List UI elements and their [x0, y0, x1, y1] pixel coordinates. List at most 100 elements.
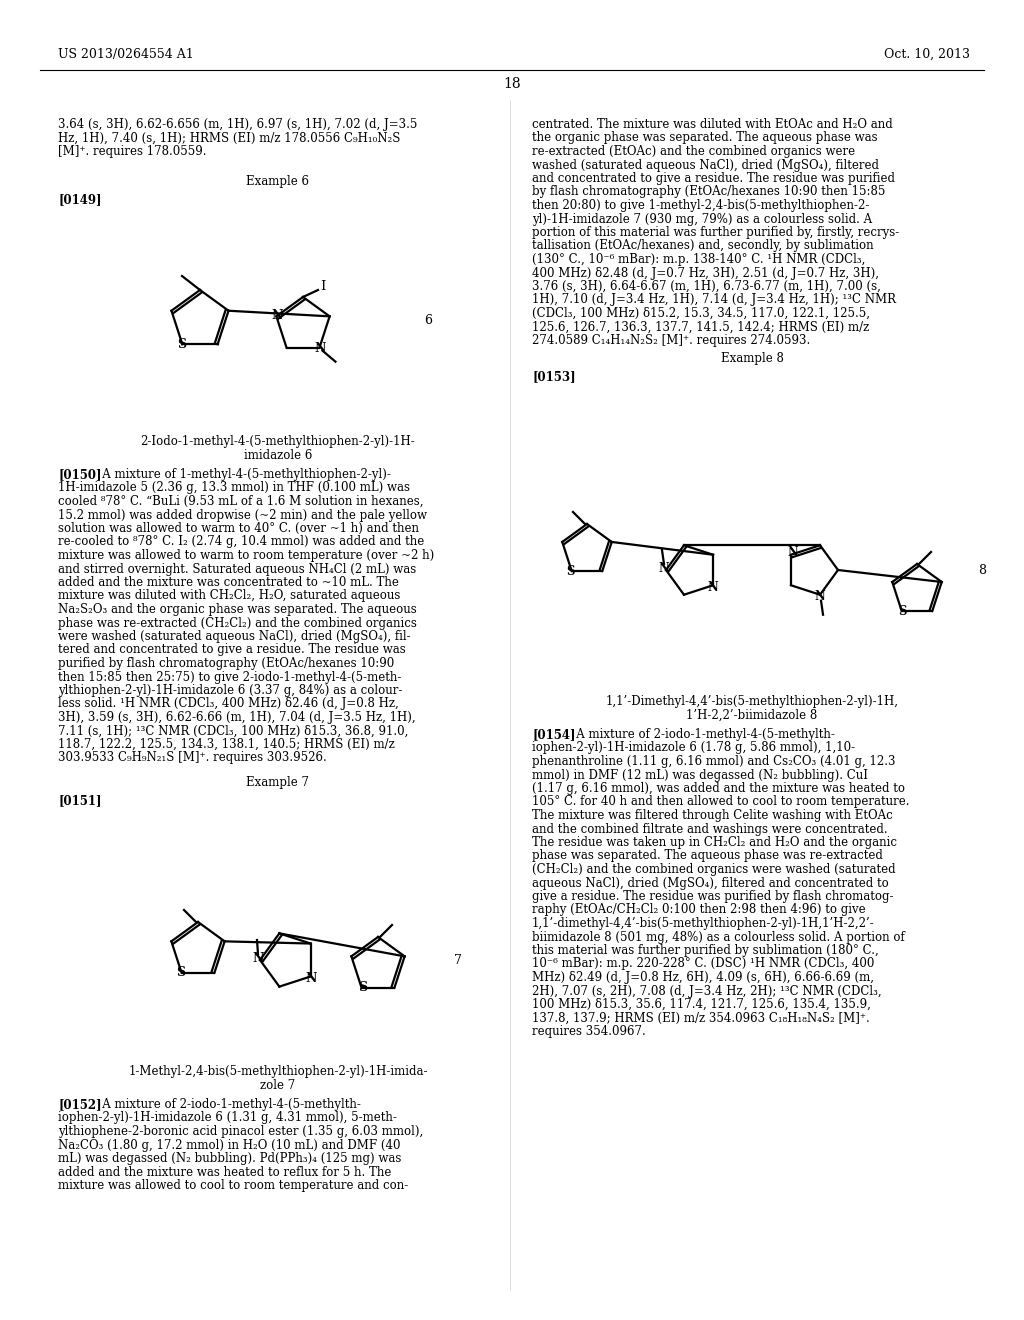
Text: [0151]: [0151] — [58, 795, 101, 807]
Text: added and the mixture was heated to reflux for 5 h. The: added and the mixture was heated to refl… — [58, 1166, 391, 1179]
Text: 137.8, 137.9; HRMS (EI) m/z 354.0963 C₁₈H₁₈N₄S₂ [M]⁺.: 137.8, 137.9; HRMS (EI) m/z 354.0963 C₁₈… — [532, 1011, 869, 1024]
Text: 6: 6 — [424, 314, 432, 326]
Text: N: N — [708, 581, 719, 594]
Text: Example 6: Example 6 — [247, 176, 309, 187]
Text: N: N — [658, 561, 670, 574]
Text: and concentrated to give a residue. The residue was purified: and concentrated to give a residue. The … — [532, 172, 895, 185]
Text: MHz) δ2.49 (d, J=0.8 Hz, 6H), 4.09 (s, 6H), 6.66-6.69 (m,: MHz) δ2.49 (d, J=0.8 Hz, 6H), 4.09 (s, 6… — [532, 972, 874, 983]
Text: the organic phase was separated. The aqueous phase was: the organic phase was separated. The aqu… — [532, 132, 878, 144]
Text: 1H-imidazole 5 (2.36 g, 13.3 mmol) in THF (0.100 mL) was: 1H-imidazole 5 (2.36 g, 13.3 mmol) in TH… — [58, 482, 410, 495]
Text: requires 354.0967.: requires 354.0967. — [532, 1026, 646, 1038]
Text: [0150]: [0150] — [58, 469, 101, 480]
Text: N: N — [252, 952, 264, 965]
Text: mixture was allowed to warm to room temperature (over ~2 h): mixture was allowed to warm to room temp… — [58, 549, 434, 562]
Text: US 2013/0264554 A1: US 2013/0264554 A1 — [58, 48, 194, 61]
Text: 7.11 (s, 1H); ¹³C NMR (CDCl₃, 100 MHz) δ15.3, 36.8, 91.0,: 7.11 (s, 1H); ¹³C NMR (CDCl₃, 100 MHz) δ… — [58, 725, 409, 738]
Text: 18: 18 — [503, 77, 521, 91]
Text: 400 MHz) δ2.48 (d, J=0.7 Hz, 3H), 2.51 (d, J=0.7 Hz, 3H),: 400 MHz) δ2.48 (d, J=0.7 Hz, 3H), 2.51 (… — [532, 267, 879, 280]
Text: raphy (EtOAc/CH₂Cl₂ 0:100 then 2:98 then 4:96) to give: raphy (EtOAc/CH₂Cl₂ 0:100 then 2:98 then… — [532, 903, 865, 916]
Text: The mixture was filtered through Celite washing with EtOAc: The mixture was filtered through Celite … — [532, 809, 893, 822]
Text: S: S — [566, 565, 574, 578]
Text: ylthiophen-2-yl)-1H-imidazole 6 (3.37 g, 84%) as a colour-: ylthiophen-2-yl)-1H-imidazole 6 (3.37 g,… — [58, 684, 402, 697]
Text: N: N — [314, 342, 327, 355]
Text: 105° C. for 40 h and then allowed to cool to room temperature.: 105° C. for 40 h and then allowed to coo… — [532, 796, 909, 808]
Text: Example 7: Example 7 — [247, 776, 309, 789]
Text: (1.17 g, 6.16 mmol), was added and the mixture was heated to: (1.17 g, 6.16 mmol), was added and the m… — [532, 781, 905, 795]
Text: this material was further purified by sublimation (180° C.,: this material was further purified by su… — [532, 944, 879, 957]
Text: 1,1’-dimethyl-4,4’-bis(5-methylthiophen-2-yl)-1H,1’H-2,2’-: 1,1’-dimethyl-4,4’-bis(5-methylthiophen-… — [532, 917, 874, 931]
Text: 2H), 7.07 (s, 2H), 7.08 (d, J=3.4 Hz, 2H); ¹³C NMR (CDCl₃,: 2H), 7.07 (s, 2H), 7.08 (d, J=3.4 Hz, 2H… — [532, 985, 882, 998]
Text: (CH₂Cl₂) and the combined organics were washed (saturated: (CH₂Cl₂) and the combined organics were … — [532, 863, 896, 876]
Text: 118.7, 122.2, 125.5, 134.3, 138.1, 140.5; HRMS (EI) m/z: 118.7, 122.2, 125.5, 134.3, 138.1, 140.5… — [58, 738, 394, 751]
Text: [0152]: [0152] — [58, 1098, 101, 1111]
Text: give a residue. The residue was purified by flash chromatog-: give a residue. The residue was purified… — [532, 890, 894, 903]
Text: 1,1’-Dimethyl-4,4’-bis(5-methylthiophen-2-yl)-1H,: 1,1’-Dimethyl-4,4’-bis(5-methylthiophen-… — [605, 696, 898, 708]
Text: 3H), 3.59 (s, 3H), 6.62-6.66 (m, 1H), 7.04 (d, J=3.5 Hz, 1H),: 3H), 3.59 (s, 3H), 6.62-6.66 (m, 1H), 7.… — [58, 711, 416, 723]
Text: 7: 7 — [454, 953, 462, 966]
Text: and stirred overnight. Saturated aqueous NH₄Cl (2 mL) was: and stirred overnight. Saturated aqueous… — [58, 562, 416, 576]
Text: Na₂CO₃ (1.80 g, 17.2 mmol) in H₂O (10 mL) and DMF (40: Na₂CO₃ (1.80 g, 17.2 mmol) in H₂O (10 mL… — [58, 1138, 400, 1151]
Text: then 20:80) to give 1-methyl-2,4-bis(5-methylthiophen-2-: then 20:80) to give 1-methyl-2,4-bis(5-m… — [532, 199, 869, 213]
Text: less solid. ¹H NMR (CDCl₃, 400 MHz) δ2.46 (d, J=0.8 Hz,: less solid. ¹H NMR (CDCl₃, 400 MHz) δ2.4… — [58, 697, 398, 710]
Text: 1H), 7.10 (d, J=3.4 Hz, 1H), 7.14 (d, J=3.4 Hz, 1H); ¹³C NMR: 1H), 7.10 (d, J=3.4 Hz, 1H), 7.14 (d, J=… — [532, 293, 896, 306]
Text: 1’H-2,2’-biimidazole 8: 1’H-2,2’-biimidazole 8 — [686, 709, 817, 722]
Text: 303.9533 C₉H₉N₂₁S [M]⁺. requires 303.9526.: 303.9533 C₉H₉N₂₁S [M]⁺. requires 303.952… — [58, 751, 327, 764]
Text: N: N — [787, 546, 799, 560]
Text: S: S — [898, 605, 907, 618]
Text: biimidazole 8 (501 mg, 48%) as a colourless solid. A portion of: biimidazole 8 (501 mg, 48%) as a colourl… — [532, 931, 905, 944]
Text: were washed (saturated aqueous NaCl), dried (MgSO₄), fil-: were washed (saturated aqueous NaCl), dr… — [58, 630, 411, 643]
Text: A mixture of 1-methyl-4-(5-methylthiophen-2-yl)-: A mixture of 1-methyl-4-(5-methylthiophe… — [90, 469, 390, 480]
Text: 3.64 (s, 3H), 6.62-6.656 (m, 1H), 6.97 (s, 1H), 7.02 (d, J=3.5: 3.64 (s, 3H), 6.62-6.656 (m, 1H), 6.97 (… — [58, 117, 418, 131]
Text: purified by flash chromatography (EtOAc/hexanes 10:90: purified by flash chromatography (EtOAc/… — [58, 657, 394, 671]
Text: re-cooled to ⁸78° C. I₂ (2.74 g, 10.4 mmol) was added and the: re-cooled to ⁸78° C. I₂ (2.74 g, 10.4 mm… — [58, 536, 424, 549]
Text: 100 MHz) δ15.3, 35.6, 117.4, 121.7, 125.6, 135.4, 135.9,: 100 MHz) δ15.3, 35.6, 117.4, 121.7, 125.… — [532, 998, 870, 1011]
Text: cooled ⁸78° C. “BuLi (9.53 mL of a 1.6 M solution in hexanes,: cooled ⁸78° C. “BuLi (9.53 mL of a 1.6 M… — [58, 495, 424, 508]
Text: phase was re-extracted (CH₂Cl₂) and the combined organics: phase was re-extracted (CH₂Cl₂) and the … — [58, 616, 417, 630]
Text: 274.0589 C₁₄H₁₄N₂S₂ [M]⁺. requires 274.0593.: 274.0589 C₁₄H₁₄N₂S₂ [M]⁺. requires 274.0… — [532, 334, 810, 347]
Text: 2-Iodo-1-methyl-4-(5-methylthiophen-2-yl)-1H-: 2-Iodo-1-methyl-4-(5-methylthiophen-2-yl… — [140, 436, 416, 447]
Text: then 15:85 then 25:75) to give 2-iodo-1-methyl-4-(5-meth-: then 15:85 then 25:75) to give 2-iodo-1-… — [58, 671, 401, 684]
Text: imidazole 6: imidazole 6 — [244, 449, 312, 462]
Text: [0154]: [0154] — [532, 729, 575, 741]
Text: N: N — [271, 309, 283, 322]
Text: 8: 8 — [978, 564, 986, 577]
Text: S: S — [358, 981, 368, 994]
Text: 15.2 mmol) was added dropwise (~2 min) and the pale yellow: 15.2 mmol) was added dropwise (~2 min) a… — [58, 508, 427, 521]
Text: A mixture of 2-iodo-1-methyl-4-(5-methylth-: A mixture of 2-iodo-1-methyl-4-(5-methyl… — [564, 729, 835, 741]
Text: phase was separated. The aqueous phase was re-extracted: phase was separated. The aqueous phase w… — [532, 850, 883, 862]
Text: portion of this material was further purified by, firstly, recrys-: portion of this material was further pur… — [532, 226, 899, 239]
Text: (130° C., 10⁻⁶ mBar): m.p. 138-140° C. ¹H NMR (CDCl₃,: (130° C., 10⁻⁶ mBar): m.p. 138-140° C. ¹… — [532, 253, 865, 267]
Text: S: S — [176, 966, 185, 979]
Text: by flash chromatography (EtOAc/hexanes 10:90 then 15:85: by flash chromatography (EtOAc/hexanes 1… — [532, 186, 886, 198]
Text: mixture was diluted with CH₂Cl₂, H₂O, saturated aqueous: mixture was diluted with CH₂Cl₂, H₂O, sa… — [58, 590, 400, 602]
Text: added and the mixture was concentrated to ~10 mL. The: added and the mixture was concentrated t… — [58, 576, 399, 589]
Text: mmol) in DMF (12 mL) was degassed (N₂ bubbling). CuI: mmol) in DMF (12 mL) was degassed (N₂ bu… — [532, 768, 868, 781]
Text: phenanthroline (1.11 g, 6.16 mmol) and Cs₂CO₃ (4.01 g, 12.3: phenanthroline (1.11 g, 6.16 mmol) and C… — [532, 755, 896, 768]
Text: 1-Methyl-2,4-bis(5-methylthiophen-2-yl)-1H-imida-: 1-Methyl-2,4-bis(5-methylthiophen-2-yl)-… — [128, 1065, 428, 1078]
Text: I: I — [321, 280, 326, 293]
Text: mixture was allowed to cool to room temperature and con-: mixture was allowed to cool to room temp… — [58, 1179, 409, 1192]
Text: ylthiophene-2-boronic acid pinacol ester (1.35 g, 6.03 mmol),: ylthiophene-2-boronic acid pinacol ester… — [58, 1125, 423, 1138]
Text: and the combined filtrate and washings were concentrated.: and the combined filtrate and washings w… — [532, 822, 888, 836]
Text: Hz, 1H), 7.40 (s, 1H); HRMS (EI) m/z 178.0556 C₉H₁₀N₂S: Hz, 1H), 7.40 (s, 1H); HRMS (EI) m/z 178… — [58, 132, 400, 144]
Text: [0149]: [0149] — [58, 193, 101, 206]
Text: [M]⁺. requires 178.0559.: [M]⁺. requires 178.0559. — [58, 145, 207, 158]
Text: 125.6, 126.7, 136.3, 137.7, 141.5, 142.4; HRMS (EI) m/z: 125.6, 126.7, 136.3, 137.7, 141.5, 142.4… — [532, 321, 869, 334]
Text: yl)-1H-imidazole 7 (930 mg, 79%) as a colourless solid. A: yl)-1H-imidazole 7 (930 mg, 79%) as a co… — [532, 213, 872, 226]
Text: tered and concentrated to give a residue. The residue was: tered and concentrated to give a residue… — [58, 644, 406, 656]
Text: Oct. 10, 2013: Oct. 10, 2013 — [884, 48, 970, 61]
Text: Na₂S₂O₃ and the organic phase was separated. The aqueous: Na₂S₂O₃ and the organic phase was separa… — [58, 603, 417, 616]
Text: zole 7: zole 7 — [260, 1078, 296, 1092]
Text: Example 8: Example 8 — [721, 352, 783, 366]
Text: N: N — [305, 972, 316, 985]
Text: A mixture of 2-iodo-1-methyl-4-(5-methylth-: A mixture of 2-iodo-1-methyl-4-(5-methyl… — [90, 1098, 360, 1111]
Text: 10⁻⁶ mBar): m.p. 220-228° C. (DSC) ¹H NMR (CDCl₃, 400: 10⁻⁶ mBar): m.p. 220-228° C. (DSC) ¹H NM… — [532, 957, 874, 970]
Text: The residue was taken up in CH₂Cl₂ and H₂O and the organic: The residue was taken up in CH₂Cl₂ and H… — [532, 836, 897, 849]
Text: washed (saturated aqueous NaCl), dried (MgSO₄), filtered: washed (saturated aqueous NaCl), dried (… — [532, 158, 879, 172]
Text: [0153]: [0153] — [532, 370, 575, 383]
Text: 3.76 (s, 3H), 6.64-6.67 (m, 1H), 6.73-6.77 (m, 1H), 7.00 (s,: 3.76 (s, 3H), 6.64-6.67 (m, 1H), 6.73-6.… — [532, 280, 881, 293]
Text: tallisation (EtOAc/hexanes) and, secondly, by sublimation: tallisation (EtOAc/hexanes) and, secondl… — [532, 239, 873, 252]
Text: aqueous NaCl), dried (MgSO₄), filtered and concentrated to: aqueous NaCl), dried (MgSO₄), filtered a… — [532, 876, 889, 890]
Text: re-extracted (EtOAc) and the combined organics were: re-extracted (EtOAc) and the combined or… — [532, 145, 855, 158]
Text: iophen-2-yl)-1H-imidazole 6 (1.78 g, 5.86 mmol), 1,10-: iophen-2-yl)-1H-imidazole 6 (1.78 g, 5.8… — [532, 742, 855, 755]
